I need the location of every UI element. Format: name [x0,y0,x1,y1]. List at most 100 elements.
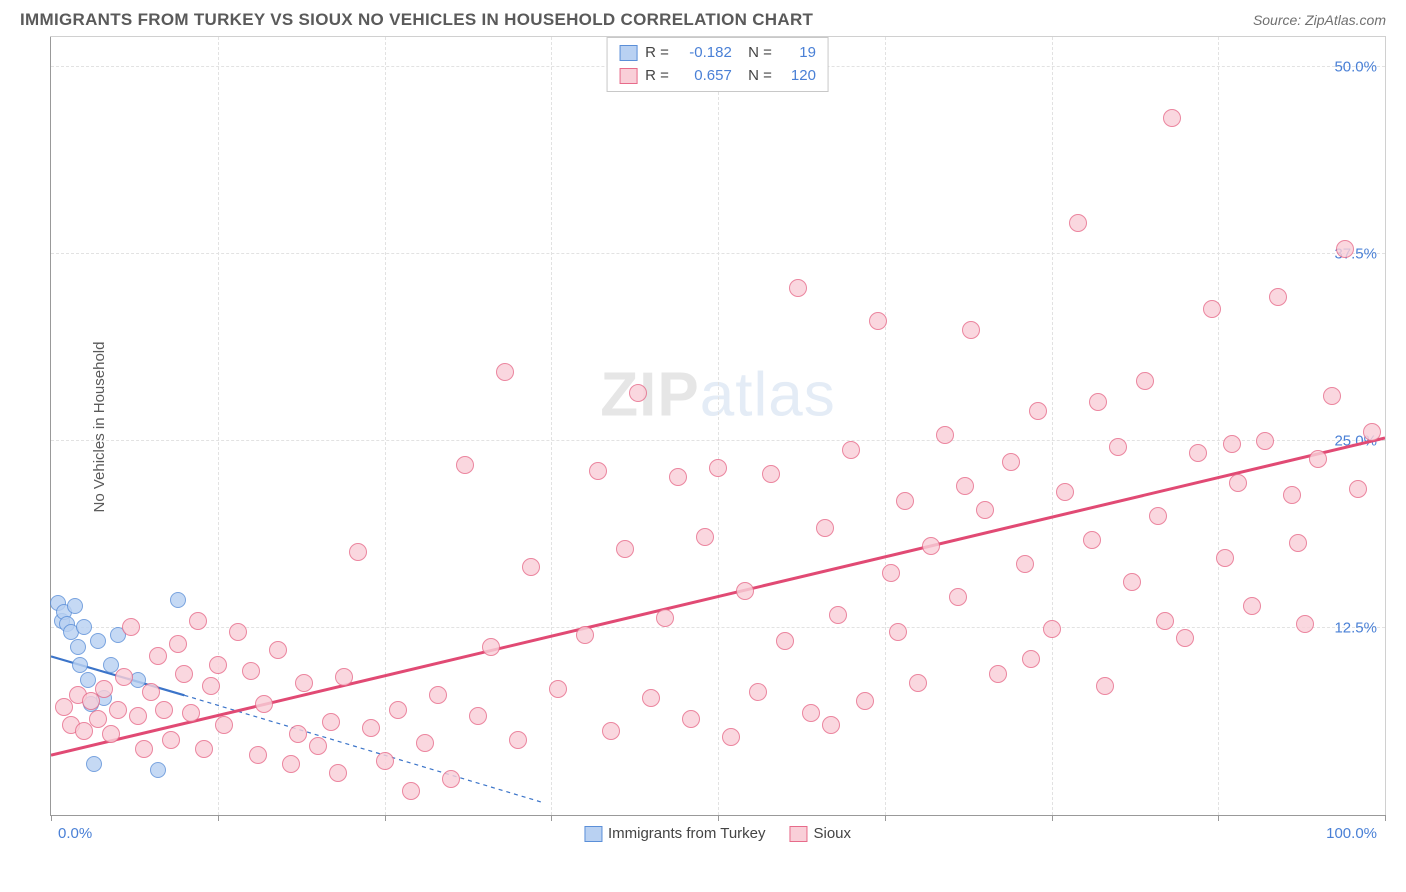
data-point [402,782,420,800]
watermark-atlas: atlas [700,360,836,429]
y-tick-label: 12.5% [1334,619,1377,636]
data-point [209,656,227,674]
data-point [162,731,180,749]
data-point [1016,555,1034,573]
x-tick-mark [51,815,52,821]
data-point [1243,597,1261,615]
data-point [1083,531,1101,549]
data-point [602,722,620,740]
gridline-v [1052,37,1053,815]
data-point [1283,486,1301,504]
data-point [842,441,860,459]
data-point [1029,402,1047,420]
x-tick-mark [551,815,552,821]
data-point [269,641,287,659]
data-point [255,695,273,713]
data-point [67,598,83,614]
data-point [362,719,380,737]
legend-swatch-1 [619,68,637,84]
data-point [936,426,954,444]
data-point [295,674,313,692]
data-point [469,707,487,725]
data-point [89,710,107,728]
gridline-v [551,37,552,815]
x-tick-mark [1385,815,1386,821]
data-point [76,619,92,635]
y-tick-label: 50.0% [1334,58,1377,75]
data-point [1256,432,1274,450]
gridline-v [885,37,886,815]
data-point [202,677,220,695]
x-tick-mark [385,815,386,821]
n-label-1: N = [740,65,772,88]
data-point [289,725,307,743]
x-tick-mark [218,815,219,821]
data-point [762,465,780,483]
series-legend-item-0: Immigrants from Turkey [584,825,766,842]
data-point [95,680,113,698]
data-point [962,321,980,339]
n-value-0: 19 [780,42,816,65]
legend-row-0: R = -0.182 N = 19 [619,42,816,65]
data-point [442,770,460,788]
data-point [949,588,967,606]
data-point [170,592,186,608]
data-point [1223,435,1241,453]
data-point [956,477,974,495]
data-point [155,701,173,719]
data-point [416,734,434,752]
data-point [1296,615,1314,633]
data-point [215,716,233,734]
data-point [1163,109,1181,127]
series-swatch-0 [584,826,602,842]
data-point [1109,438,1127,456]
data-point [329,764,347,782]
data-point [1216,549,1234,567]
legend-swatch-0 [619,45,637,61]
data-point [229,623,247,641]
data-point [169,635,187,653]
data-point [1309,450,1327,468]
series-legend: Immigrants from Turkey Sioux [584,825,851,842]
legend-row-1: R = 0.657 N = 120 [619,65,816,88]
data-point [629,384,647,402]
data-point [122,618,140,636]
data-point [642,689,660,707]
data-point [576,626,594,644]
data-point [142,683,160,701]
data-point [682,710,700,728]
data-point [1176,629,1194,647]
data-point [115,668,133,686]
data-point [1022,650,1040,668]
data-point [249,746,267,764]
data-point [976,501,994,519]
data-point [856,692,874,710]
data-point [175,665,193,683]
gridline-v [1218,37,1219,815]
data-point [922,537,940,555]
data-point [869,312,887,330]
data-point [909,674,927,692]
data-point [1056,483,1074,501]
data-point [135,740,153,758]
x-tick-mark [718,815,719,821]
data-point [1096,677,1114,695]
data-point [749,683,767,701]
data-point [1363,423,1381,441]
series-swatch-1 [790,826,808,842]
data-point [549,680,567,698]
series-name-1: Sioux [814,825,852,842]
chart-container: ZIPatlas 12.5%25.0%37.5%50.0% No Vehicle… [50,36,1386,816]
data-point [1203,300,1221,318]
x-tick-mark [885,815,886,821]
data-point [709,459,727,477]
data-point [589,462,607,480]
y-axis-label: No Vehicles in Household [91,341,108,512]
data-point [1349,480,1367,498]
data-point [150,762,166,778]
data-point [696,528,714,546]
data-point [1229,474,1247,492]
correlation-legend: R = -0.182 N = 19 R = 0.657 N = 120 [606,37,829,92]
data-point [389,701,407,719]
r-value-1: 0.657 [677,65,732,88]
